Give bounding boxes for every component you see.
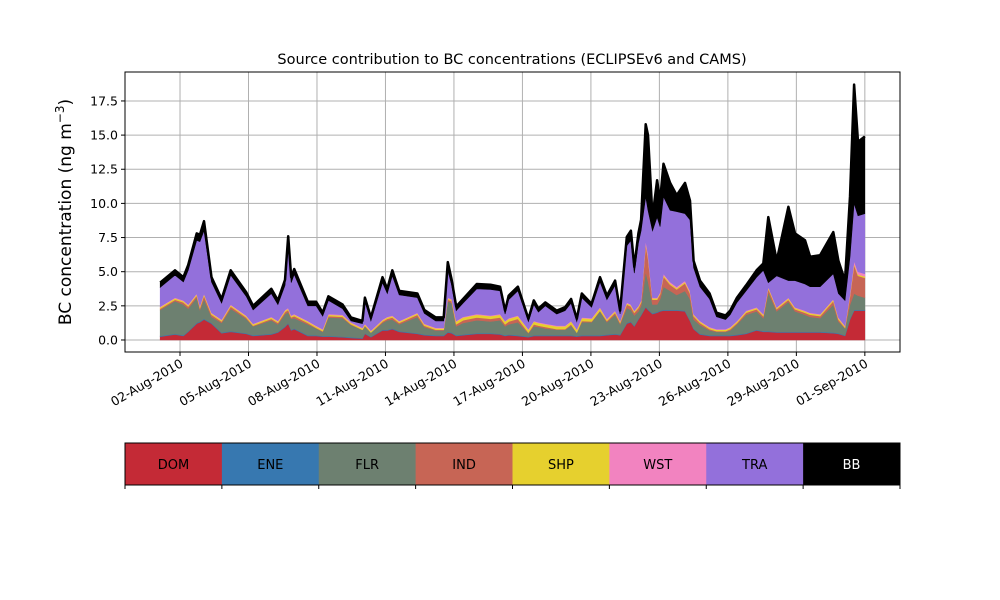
legend-frame — [124, 442, 901, 486]
chart-title: Source contribution to BC concentrations… — [277, 52, 746, 68]
y-tick-label: 2.5 — [98, 298, 118, 313]
legend-swatch-flr — [318, 443, 417, 485]
total-line — [159, 83, 866, 323]
y-axis: 0.0 2.5 5.0 7.5 10.0 12.5 15.0 17.5 — [90, 93, 125, 347]
y-axis-label-superscript: −3 — [53, 105, 67, 123]
legend-label-wst: WST — [643, 458, 672, 473]
legend-label-flr: FLR — [355, 458, 379, 473]
legend-label-dom: DOM — [158, 458, 189, 473]
legend-swatch-wst — [609, 443, 707, 485]
y-tick-label: 12.5 — [90, 162, 118, 177]
legend-swatch-ene — [221, 443, 320, 485]
y-axis-label: BC concentration (ng m−3) — [53, 99, 76, 325]
legend-swatch-shp — [512, 443, 610, 485]
y-tick-label: 5.0 — [98, 264, 118, 279]
y-tick-label: 7.5 — [98, 230, 118, 245]
legend-label-bb: BB — [843, 458, 861, 473]
y-tick-label: 10.0 — [90, 196, 118, 211]
plot-frame — [124, 71, 901, 353]
total-outline — [159, 83, 866, 323]
legend-swatch-bb — [803, 443, 901, 485]
y-tick-label: 0.0 — [98, 332, 118, 347]
legend-label-tra: TRA — [741, 458, 767, 473]
y-tick-label: 17.5 — [90, 93, 118, 108]
colorbar-legend: DOM ENE FLR IND SHP WST TRA BB — [124, 442, 901, 489]
legend-swatch-dom — [125, 443, 223, 485]
legend-swatch-ind — [415, 443, 513, 485]
legend-label-ene: ENE — [257, 458, 283, 473]
legend-label-ind: IND — [452, 458, 476, 473]
legend-swatch-tra — [706, 443, 804, 485]
y-tick-label: 15.0 — [90, 128, 118, 143]
legend-label-shp: SHP — [548, 458, 574, 473]
